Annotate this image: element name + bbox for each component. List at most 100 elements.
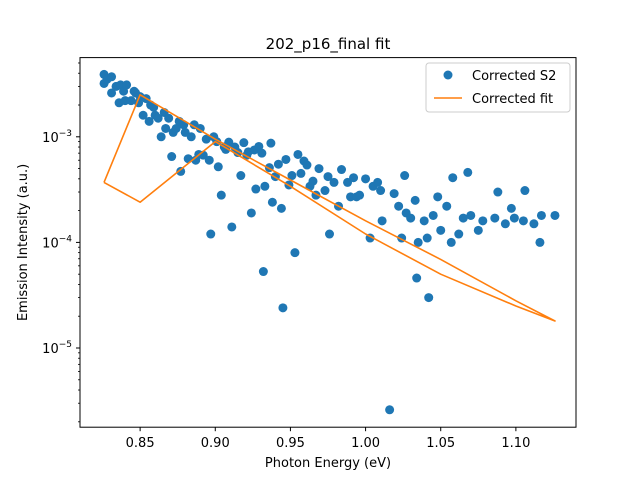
- x-tick-label: 0.95: [276, 436, 305, 451]
- scatter-point: [529, 219, 539, 229]
- scatter-point: [493, 187, 503, 197]
- scatter-point: [550, 210, 560, 220]
- scatter-point: [167, 152, 177, 162]
- scatter-point: [509, 213, 519, 223]
- scatter-point: [201, 134, 211, 144]
- scatter-point: [535, 237, 545, 247]
- scatter-point: [257, 148, 267, 158]
- scatter-point: [251, 184, 261, 194]
- y-tick-label: 10−5: [42, 340, 72, 357]
- scatter-point: [442, 201, 452, 211]
- scatter-point: [266, 138, 276, 148]
- scatter-point: [260, 181, 270, 191]
- scatter-point: [287, 171, 297, 181]
- x-axis-label: Photon Energy (eV): [265, 456, 391, 471]
- scatter-point: [536, 210, 546, 220]
- scatter-point: [156, 132, 166, 142]
- scatter-point: [454, 229, 464, 239]
- scatter-point: [138, 110, 148, 120]
- scatter-point: [433, 192, 443, 202]
- scatter-point: [500, 219, 510, 229]
- scatter-point: [394, 201, 404, 211]
- scatter-point: [428, 210, 438, 220]
- scatter-point: [466, 210, 476, 220]
- scatter-point: [254, 141, 264, 151]
- x-tick-label: 0.85: [126, 436, 155, 451]
- scatter-point: [293, 149, 303, 159]
- scatter-point: [195, 123, 205, 133]
- scatter-point: [424, 293, 434, 303]
- scatter-point: [419, 216, 429, 226]
- scatter-point: [236, 171, 246, 181]
- scatter-point: [273, 159, 283, 169]
- scatter-point: [473, 225, 483, 235]
- scatter-point: [385, 405, 395, 415]
- scatter-point: [406, 213, 416, 223]
- legend-scatter-marker: [443, 70, 453, 80]
- scatter-point: [227, 222, 237, 232]
- scatter-point: [518, 216, 528, 226]
- scatter-point: [144, 116, 154, 126]
- plot-area: [79, 57, 577, 428]
- scatter-point: [164, 113, 174, 123]
- scatter-point: [186, 132, 196, 142]
- scatter-point: [107, 88, 117, 98]
- scatter-point: [377, 216, 387, 226]
- legend-box: [425, 62, 571, 113]
- scatter-point: [448, 173, 458, 183]
- scatter-point: [281, 154, 291, 164]
- scatter-point: [276, 203, 286, 213]
- scatter-point: [206, 229, 216, 239]
- x-tick-label: 0.90: [201, 436, 230, 451]
- scatter-point: [446, 237, 456, 247]
- legend: Corrected S2 Corrected fit: [425, 62, 571, 113]
- y-axis-label: Emission Intensity (a.u.): [16, 164, 31, 321]
- scatter-point: [308, 176, 318, 186]
- scatter-point: [149, 102, 159, 112]
- scatter-point: [400, 171, 410, 181]
- x-tick-label: 1.10: [501, 436, 530, 451]
- scatter-point: [107, 72, 117, 82]
- scatter-point: [176, 166, 186, 176]
- scatter-point: [410, 195, 420, 205]
- scatter-point: [258, 267, 268, 277]
- scatter-point: [153, 113, 163, 123]
- scatter-point: [458, 213, 468, 223]
- scatter-point: [329, 177, 339, 187]
- series-layer: [99, 69, 560, 415]
- y-tick-label: 10−4: [42, 234, 72, 251]
- fit-line: [103, 94, 556, 322]
- scatter-point: [323, 172, 333, 182]
- scatter-point: [490, 213, 500, 223]
- legend-label-line: Corrected fit: [472, 92, 553, 107]
- chart-title: 202_p16_final fit: [266, 35, 391, 54]
- x-tick-label: 1.00: [351, 436, 380, 451]
- scatter-point: [320, 186, 330, 196]
- scatter-point: [224, 137, 234, 147]
- scatter-point: [122, 80, 132, 90]
- scatter-point: [314, 164, 324, 174]
- scatter-point: [413, 237, 423, 247]
- scatter-point: [204, 155, 214, 165]
- scatter-point: [126, 96, 136, 106]
- scatter-point: [506, 203, 516, 213]
- y-axis-ticks: 10−3 10−4 10−5: [42, 62, 80, 423]
- y-tick-label: 10−3: [42, 129, 72, 146]
- scatter-point: [267, 197, 277, 207]
- scatter-point: [361, 174, 371, 184]
- scatter-point: [246, 208, 256, 218]
- scatter-point: [161, 123, 171, 133]
- scatter-point: [520, 186, 530, 196]
- scatter-point: [373, 177, 383, 187]
- scatter-point: [478, 216, 488, 226]
- scatter-point: [376, 186, 386, 196]
- scatter-point: [337, 165, 347, 175]
- scatter-point: [302, 160, 312, 170]
- scatter-point: [239, 138, 249, 148]
- scatter-point: [325, 229, 335, 239]
- scatter-point: [355, 190, 365, 200]
- scatter-point: [436, 225, 446, 235]
- x-axis-ticks: 0.85 0.90 0.95 1.00 1.05 1.10: [126, 427, 530, 451]
- scatter-point: [216, 190, 226, 200]
